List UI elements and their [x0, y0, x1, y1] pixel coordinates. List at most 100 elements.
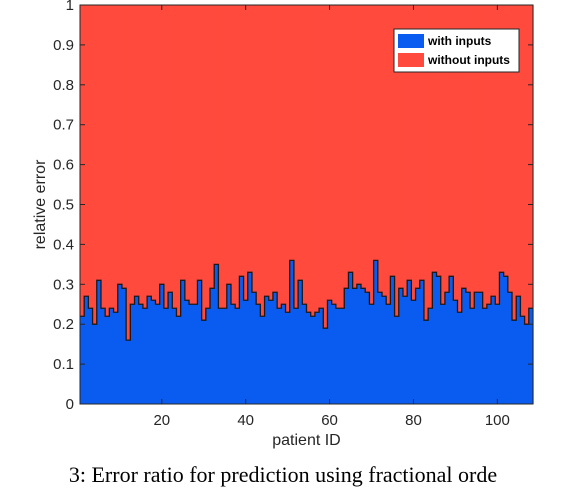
with-inputs-outline — [80, 259, 533, 341]
bar-with-inputs — [264, 296, 270, 404]
bar-with-inputs — [499, 272, 505, 404]
legend-label-with-inputs: with inputs — [427, 34, 492, 48]
bar-with-inputs — [398, 288, 404, 404]
bar-with-inputs — [507, 292, 513, 404]
bar-without-inputs — [335, 5, 341, 309]
bar-without-inputs — [377, 5, 383, 293]
bar-with-inputs — [197, 280, 203, 404]
x-tick-label: 20 — [153, 412, 170, 429]
bar-without-inputs — [482, 5, 488, 309]
y-tick-label: 0.4 — [53, 236, 74, 253]
bar-with-inputs — [210, 288, 215, 404]
bar-without-inputs — [121, 5, 127, 289]
bar-with-inputs — [159, 284, 165, 404]
bar-with-inputs — [411, 300, 417, 404]
bar-with-inputs — [239, 276, 245, 404]
x-tick-label: 40 — [237, 412, 254, 429]
bar-with-inputs — [293, 308, 299, 404]
bar-without-inputs — [184, 5, 190, 301]
bar-with-inputs — [482, 308, 488, 404]
bar-with-inputs — [382, 296, 387, 404]
bar-with-inputs — [189, 304, 194, 404]
bars-group — [80, 5, 534, 404]
bar-with-inputs — [205, 308, 211, 404]
bar-without-inputs — [436, 5, 442, 277]
bar-without-inputs — [151, 5, 157, 301]
bar-with-inputs — [235, 308, 240, 404]
bar-without-inputs — [419, 5, 425, 281]
bar-without-inputs — [84, 5, 89, 297]
bar-without-inputs — [142, 5, 148, 309]
bar-without-inputs — [398, 5, 404, 289]
bar-without-inputs — [243, 5, 249, 301]
bar-with-inputs — [214, 264, 220, 404]
bar-with-inputs — [528, 308, 534, 404]
y-tick-label: 0.2 — [53, 316, 74, 333]
bar-with-inputs — [453, 300, 459, 404]
y-tick-label: 0 — [66, 396, 74, 413]
bar-with-inputs — [251, 292, 257, 404]
bar-with-inputs — [285, 312, 291, 404]
bar-with-inputs — [465, 292, 471, 404]
bar-with-inputs — [503, 276, 509, 404]
figure-caption: 3: Error ratio for prediction using frac… — [68, 462, 498, 487]
bar-with-inputs — [113, 312, 119, 404]
bar-with-inputs — [470, 308, 475, 404]
y-tick-label: 1 — [66, 0, 74, 14]
bar-without-inputs — [390, 5, 396, 277]
legend-swatch-without-inputs — [398, 53, 424, 67]
bar-without-inputs — [528, 5, 534, 309]
bar-without-inputs — [440, 5, 446, 305]
bar-with-inputs — [419, 280, 425, 404]
bar-without-inputs — [453, 5, 459, 301]
bar-with-inputs — [377, 292, 383, 404]
bar-with-inputs — [281, 304, 287, 404]
bar-without-inputs — [319, 5, 324, 309]
bar-with-inputs — [491, 296, 496, 404]
bar-without-inputs — [407, 5, 412, 281]
bar-without-inputs — [491, 5, 496, 297]
y-tick-label: 0.8 — [53, 77, 74, 94]
bar-with-inputs — [440, 304, 446, 404]
y-tick-label: 0.5 — [53, 197, 74, 214]
bar-with-inputs — [272, 292, 278, 404]
bar-without-inputs — [293, 5, 299, 309]
bar-without-inputs — [415, 5, 421, 289]
bar-with-inputs — [474, 292, 480, 404]
bar-without-inputs — [268, 5, 274, 301]
bar-without-inputs — [302, 5, 308, 305]
bar-with-inputs — [105, 316, 110, 404]
bar-with-inputs — [352, 288, 358, 404]
bar-with-inputs — [407, 280, 412, 404]
bar-without-inputs — [444, 5, 450, 293]
bar-with-inputs — [218, 308, 224, 404]
x-tick-label: 60 — [321, 412, 338, 429]
bar-with-inputs — [457, 312, 463, 404]
bar-with-inputs — [361, 288, 366, 404]
bar-with-inputs — [184, 300, 190, 404]
bar-without-inputs — [239, 5, 245, 277]
bar-with-inputs — [369, 304, 375, 404]
bar-without-inputs — [331, 5, 337, 305]
bar-with-inputs — [344, 288, 350, 404]
bar-without-inputs — [323, 5, 329, 329]
bar-with-inputs — [84, 296, 89, 404]
bar-with-inputs — [222, 308, 228, 404]
bar-without-inputs — [289, 5, 295, 261]
bar-without-inputs — [138, 5, 144, 305]
bar-with-inputs — [314, 312, 320, 404]
bar-with-inputs — [226, 284, 232, 404]
bar-with-inputs — [394, 316, 400, 404]
bar-with-inputs — [461, 288, 467, 404]
bar-without-inputs — [251, 5, 257, 293]
bar-with-inputs — [524, 324, 530, 404]
bar-without-inputs — [516, 5, 522, 297]
x-axis-label: patient ID — [272, 432, 340, 449]
bar-without-inputs — [155, 5, 161, 305]
bar-without-inputs — [214, 5, 220, 265]
bar-without-inputs — [365, 5, 371, 293]
bar-without-inputs — [382, 5, 387, 297]
bar-with-inputs — [302, 304, 308, 404]
bar-without-inputs — [507, 5, 513, 293]
bar-without-inputs — [197, 5, 203, 281]
